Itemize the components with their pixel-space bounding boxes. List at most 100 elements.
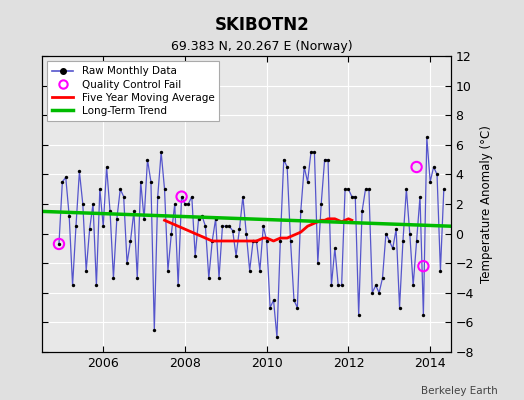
Point — [222, 223, 230, 229]
Point — [385, 238, 394, 244]
Point — [219, 223, 227, 229]
Point — [143, 156, 151, 163]
Point — [174, 282, 182, 289]
Point — [331, 245, 339, 252]
Point — [119, 193, 128, 200]
Point — [426, 178, 434, 185]
Point — [372, 282, 380, 289]
Point — [181, 201, 189, 207]
Point — [419, 312, 428, 318]
Text: SKIBOTN2: SKIBOTN2 — [215, 16, 309, 34]
Point — [109, 275, 117, 281]
Point — [232, 253, 241, 259]
Point — [55, 241, 63, 247]
Point — [178, 193, 186, 200]
Point — [310, 149, 319, 155]
Point — [96, 186, 104, 192]
Point — [436, 267, 445, 274]
Point — [412, 164, 421, 170]
Point — [324, 156, 332, 163]
Point — [429, 164, 438, 170]
Point — [129, 208, 138, 214]
Point — [191, 253, 200, 259]
Point — [160, 186, 169, 192]
Point — [337, 282, 346, 289]
Point — [235, 226, 244, 232]
Point — [102, 164, 111, 170]
Point — [256, 267, 264, 274]
Point — [280, 156, 288, 163]
Point — [147, 178, 155, 185]
Point — [412, 238, 421, 244]
Point — [163, 267, 172, 274]
Point — [419, 263, 428, 269]
Point — [423, 134, 431, 140]
Point — [228, 228, 237, 234]
Point — [321, 156, 329, 163]
Point — [317, 201, 325, 207]
Point — [72, 223, 80, 229]
Point — [392, 226, 400, 232]
Point — [351, 193, 359, 200]
Y-axis label: Temperature Anomaly (°C): Temperature Anomaly (°C) — [479, 125, 493, 283]
Point — [283, 164, 291, 170]
Point — [354, 312, 363, 318]
Point — [157, 149, 166, 155]
Point — [65, 213, 73, 219]
Point — [116, 186, 125, 192]
Point — [334, 282, 342, 289]
Point — [388, 245, 397, 252]
Text: Berkeley Earth: Berkeley Earth — [421, 386, 498, 396]
Point — [245, 267, 254, 274]
Point — [85, 226, 94, 232]
Point — [242, 230, 250, 237]
Point — [106, 208, 114, 214]
Point — [433, 171, 441, 178]
Point — [171, 201, 179, 207]
Point — [225, 223, 233, 229]
Point — [365, 186, 373, 192]
Point — [327, 282, 335, 289]
Point — [126, 238, 135, 244]
Point — [313, 260, 322, 266]
Point — [440, 186, 448, 192]
Point — [396, 304, 404, 311]
Point — [99, 223, 107, 229]
Point — [362, 186, 370, 192]
Point — [215, 275, 223, 281]
Point — [140, 216, 148, 222]
Point — [406, 230, 414, 237]
Point — [249, 238, 257, 244]
Point — [79, 201, 87, 207]
Point — [276, 238, 285, 244]
Point — [201, 223, 210, 229]
Point — [286, 238, 294, 244]
Point — [154, 193, 162, 200]
Point — [259, 223, 268, 229]
Point — [204, 275, 213, 281]
Point — [239, 193, 247, 200]
Point — [300, 164, 309, 170]
Point — [297, 208, 305, 214]
Point — [269, 297, 278, 303]
Point — [123, 260, 131, 266]
Point — [290, 297, 298, 303]
Point — [341, 186, 350, 192]
Point — [208, 238, 216, 244]
Point — [416, 193, 424, 200]
Legend: Raw Monthly Data, Quality Control Fail, Five Year Moving Average, Long-Term Tren: Raw Monthly Data, Quality Control Fail, … — [47, 61, 220, 121]
Point — [92, 282, 101, 289]
Point — [307, 149, 315, 155]
Point — [266, 304, 274, 311]
Point — [113, 216, 121, 222]
Point — [212, 216, 220, 222]
Point — [167, 230, 176, 237]
Point — [368, 290, 376, 296]
Point — [375, 290, 384, 296]
Point — [293, 304, 301, 311]
Point — [344, 186, 353, 192]
Point — [184, 201, 192, 207]
Point — [358, 208, 366, 214]
Point — [55, 241, 63, 247]
Point — [399, 238, 407, 244]
